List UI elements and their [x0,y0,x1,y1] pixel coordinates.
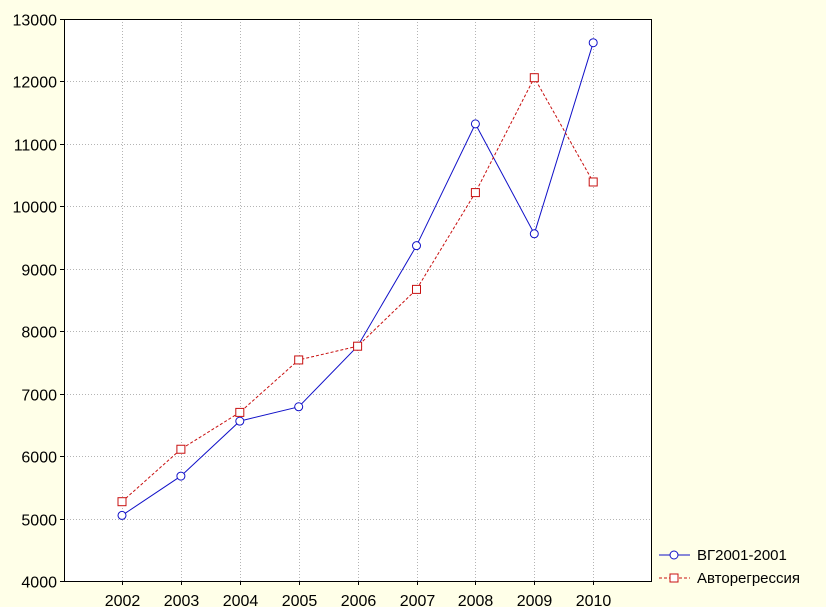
x-tick-label: 2009 [517,593,553,607]
x-tick-label: 2003 [164,593,200,607]
legend: ВГ2001-2001 Авторегрессия [659,547,800,587]
data-point-circle [294,402,304,412]
data-point-circle [117,510,127,520]
x-tick-label: 2004 [223,593,259,607]
y-tick-label: 11000 [14,138,57,155]
y-tick-label: 4000 [21,575,57,592]
y-tick-label: 12000 [13,75,58,92]
x-tick-label: 2008 [458,593,494,607]
data-point-square [588,177,598,187]
y-tick-label: 5000 [21,513,57,530]
data-point-circle [176,471,186,481]
data-point-circle [235,416,245,426]
x-tick-label: 2006 [341,593,377,607]
x-tick-label: 2005 [282,593,318,607]
grid [64,19,652,581]
legend-marker-circle [669,550,679,560]
data-point-square [529,73,539,83]
legend-marker-square [669,573,679,583]
x-tick-label: 2010 [576,593,612,607]
axes: 4000 5000 6000 7000 8000 9000 10000 11000 12000 1… [13,13,652,607]
series [117,38,598,520]
legend-label: ВГ2001-2001 [697,547,787,564]
data-point-circle [470,119,480,129]
data-point-circle [529,229,539,239]
y-tick-label: 6000 [21,450,57,467]
y-tick-label: 8000 [21,325,57,342]
y-tick-label: 13000 [13,13,58,30]
data-point-square [235,407,245,417]
plot-frame [64,19,652,582]
data-point-square [176,444,186,454]
x-tick-label: 2002 [105,593,141,607]
y-tick-label: 7000 [21,388,57,405]
data-point-square [470,188,480,198]
legend-label: Авторегрессия [697,570,800,587]
data-point-circle [412,241,421,251]
data-point-square [412,284,421,294]
data-point-square [294,355,304,365]
data-point-square [353,341,363,351]
y-tick-label: 9000 [21,263,57,280]
x-tick-label: 2007 [400,593,436,607]
data-point-square [117,497,127,507]
data-point-circle [588,38,598,48]
y-tick-label: 10000 [13,200,58,217]
